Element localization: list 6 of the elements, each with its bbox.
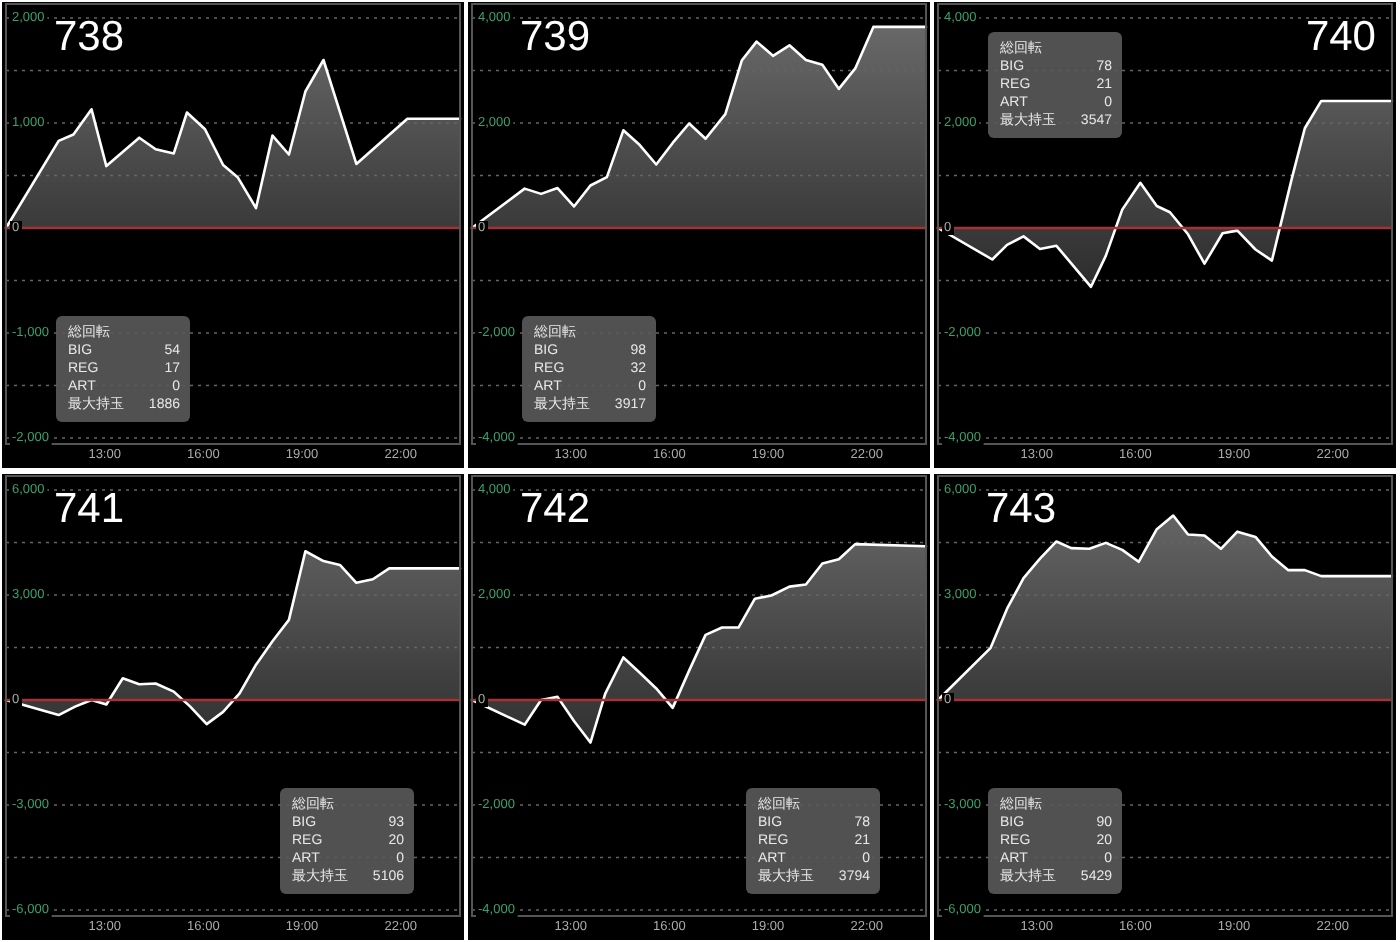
chart-title: 739 [520,14,591,60]
chart-title: 738 [54,14,125,60]
chart-title: 742 [520,486,591,532]
chart-title: 741 [54,486,125,532]
chart-title: 743 [986,486,1057,532]
chart-title: 740 [1305,14,1376,60]
